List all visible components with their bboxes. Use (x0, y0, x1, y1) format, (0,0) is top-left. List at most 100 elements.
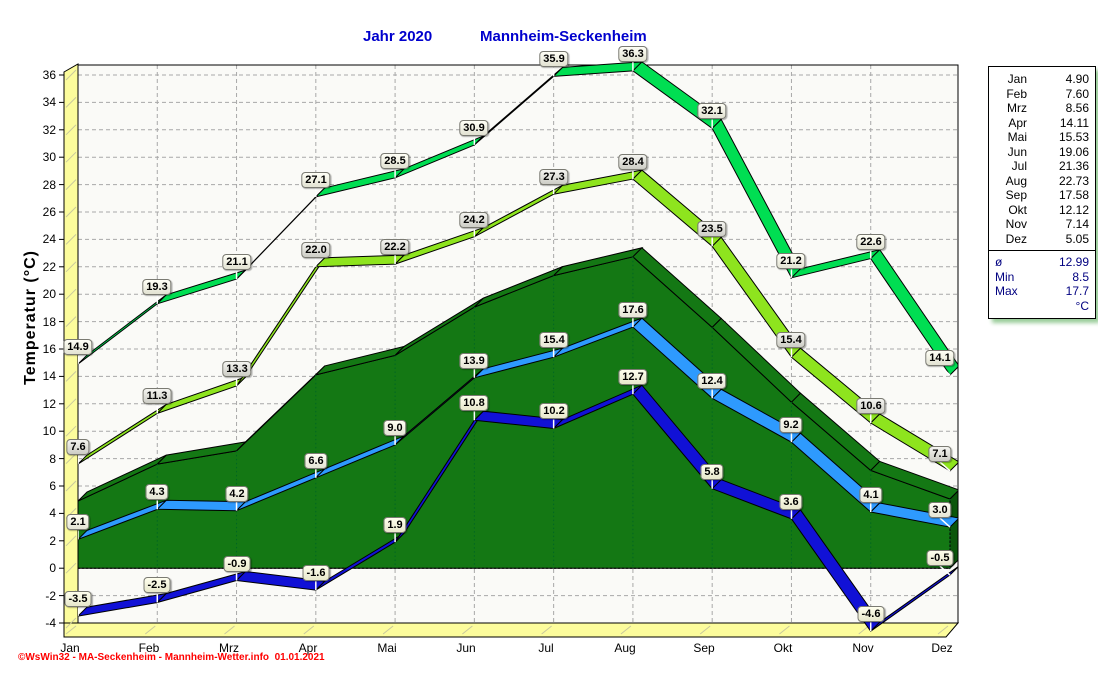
value-label-mean-min: 12.4 (697, 373, 727, 389)
value-label-mean-min: 17.6 (618, 302, 648, 318)
y-tick-label: 14 (42, 369, 56, 383)
value-label-mean-max: 11.3 (142, 388, 172, 404)
x-tick-label: Mrz (219, 641, 239, 655)
legend-month-row: Jan 4.90 (1007, 72, 1089, 86)
value-label-absolute-min: -0.9 (223, 556, 251, 572)
legend-stat-row: Max 17.7 (995, 284, 1089, 298)
value-label-absolute-max: 36.3 (618, 46, 648, 62)
legend-month-row: Dez 5.05 (1005, 231, 1089, 246)
value-label-absolute-max: 28.5 (380, 153, 410, 169)
legend-statistics: ø 12.99 Min 8.5 Max 17.7 °C (989, 250, 1095, 318)
mean-area-ridge (869, 460, 958, 500)
value-label-absolute-min: 12.7 (618, 369, 648, 385)
legend-box: Jan 4.90 Feb 7.60 Mrz 8.56 Apr 14.11 Mai 15.53 Jun… (988, 66, 1096, 319)
y-tick-label: 4 (49, 506, 56, 520)
value-label-mean-min: 6.6 (304, 453, 328, 469)
value-label-absolute-min: 10.8 (459, 395, 489, 411)
value-label-mean-max: 15.4 (776, 332, 806, 348)
y-tick-label: 26 (42, 205, 56, 219)
value-label-mean-max: 28.4 (618, 154, 648, 170)
value-label-mean-min: 4.2 (225, 486, 249, 502)
value-label-mean-min: 2.1 (66, 514, 90, 530)
value-label-absolute-min: -0.5 (926, 550, 954, 566)
value-label-mean-min: 15.4 (539, 332, 569, 348)
value-label-absolute-max: 30.9 (459, 120, 489, 136)
value-label-absolute-min: 1.9 (383, 517, 407, 533)
value-label-absolute-max: 27.1 (301, 172, 331, 188)
y-tick-label: 34 (42, 95, 56, 109)
value-label-absolute-max: 21.2 (776, 253, 806, 269)
legend-stat-row: Min 8.5 (995, 269, 1089, 284)
legend-month-row: Mrz 8.56 (1007, 101, 1089, 115)
value-label-absolute-min: 10.2 (539, 403, 569, 419)
y-tick-label: 0 (49, 561, 56, 575)
value-label-absolute-min: -3.5 (64, 591, 92, 607)
value-label-mean-min: 13.9 (459, 353, 489, 369)
y-tick-label: 32 (42, 123, 56, 137)
legend-month-row: Aug 22.73 (1005, 173, 1089, 188)
absolute-max-ribbon (870, 248, 958, 376)
mean-min-ribbon (869, 502, 958, 528)
value-label-absolute-min: -1.6 (302, 565, 330, 581)
value-label-mean-max: 24.2 (459, 212, 489, 228)
y-tick-label: 24 (42, 232, 56, 246)
value-label-absolute-max: 22.6 (856, 234, 886, 250)
value-label-absolute-max: 35.9 (539, 51, 569, 67)
legend-stat-row: ø 12.99 (995, 255, 1089, 269)
legend-month-row: Apr 14.11 (1008, 115, 1089, 130)
legend-month-row: Feb 7.60 (1006, 86, 1089, 101)
value-label-mean-max: 7.6 (66, 439, 90, 455)
value-label-absolute-max: 14.9 (63, 339, 93, 355)
x-tick-label: Apr (298, 641, 318, 655)
x-tick-label: Jul (538, 641, 554, 655)
legend-stat-row: °C (1075, 298, 1089, 313)
value-label-absolute-min: 3.6 (779, 494, 803, 510)
x-tick-label: Nov (852, 641, 874, 655)
y-tick-label: 16 (42, 342, 56, 356)
value-label-absolute-min: -2.5 (143, 577, 171, 593)
x-tick-label: Jan (60, 641, 80, 655)
mean-area-side (949, 490, 958, 570)
legend-month-row: Sep 17.58 (1005, 188, 1089, 202)
y-tick-label: 30 (42, 150, 56, 164)
value-label-mean-min: 3.0 (928, 502, 952, 518)
x-tick-label: Dez (931, 641, 953, 655)
value-label-mean-min: 9.0 (383, 420, 407, 436)
value-label-absolute-max: 14.1 (925, 350, 955, 366)
chart-title-station: Mannheim-Seckenheim (480, 28, 647, 45)
legend-month-row: Jul 21.36 (1011, 159, 1089, 173)
x-tick-label: Mai (377, 641, 397, 655)
y-tick-label: 36 (42, 68, 56, 82)
value-label-mean-max: 7.1 (928, 446, 952, 462)
legend-month-row: Nov 7.14 (1005, 217, 1089, 231)
x-tick-label: Aug (614, 641, 636, 655)
value-label-absolute-max: 19.3 (142, 279, 172, 295)
chart-title-year: Jahr 2020 (363, 28, 433, 45)
value-label-absolute-max: 21.1 (222, 254, 252, 270)
value-label-mean-max: 23.5 (697, 221, 727, 237)
legend-monthly-values: Jan 4.90 Feb 7.60 Mrz 8.56 Apr 14.11 Mai 15.53 Jun… (989, 67, 1095, 250)
x-tick-label: Jun (456, 641, 476, 655)
y-tick-label: 10 (42, 424, 56, 438)
y-tick-label: 22 (42, 260, 56, 274)
value-label-absolute-min: -4.6 (857, 606, 885, 622)
value-label-mean-max: 13.3 (222, 361, 252, 377)
value-label-absolute-min: 5.8 (700, 464, 724, 480)
value-label-mean-max: 22.2 (380, 239, 410, 255)
y-tick-label: 18 (42, 315, 56, 329)
y-tick-label: -4 (45, 616, 56, 630)
y-tick-label: -2 (45, 589, 56, 603)
y-tick-label: 28 (42, 178, 56, 192)
value-label-mean-min: 9.2 (779, 417, 803, 433)
y-tick-label: 12 (42, 397, 56, 411)
x-tick-label: Okt (773, 641, 793, 655)
value-label-mean-min: 4.3 (145, 484, 169, 500)
copyright-text: ©WsWin32 - MA-Seckenheim - Mannheim-Wett… (18, 652, 325, 663)
x-tick-label: Feb (138, 641, 160, 655)
y-tick-label: 20 (42, 287, 56, 301)
value-label-mean-min: 4.1 (859, 487, 883, 503)
x-tick-label: Sep (693, 641, 715, 655)
legend-month-row: Okt 12.12 (1008, 202, 1089, 217)
